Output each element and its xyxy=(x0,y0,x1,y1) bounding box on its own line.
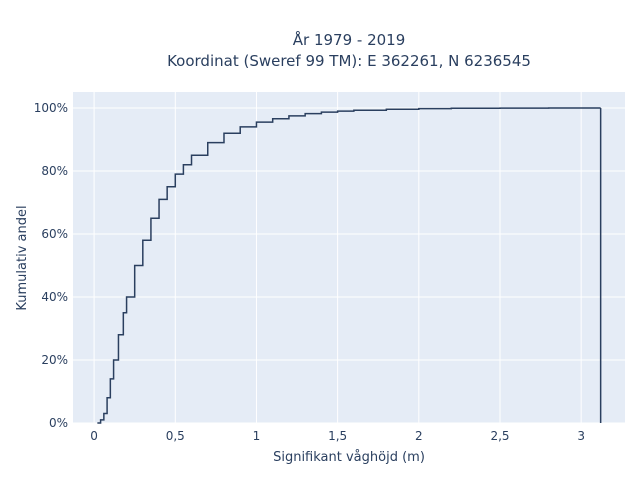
y-axis-title: Kumulativ andel xyxy=(15,205,30,310)
y-tick-label: 40% xyxy=(41,290,68,304)
x-tick-label: 0 xyxy=(90,429,98,443)
chart-title-line1: År 1979 - 2019 xyxy=(293,30,406,49)
y-tick-label: 80% xyxy=(41,164,68,178)
x-tick-label: 3 xyxy=(577,429,585,443)
series xyxy=(97,107,602,424)
chart-title-line2: Koordinat (Sweref 99 TM): E 362261, N 62… xyxy=(167,52,531,70)
x-tick-label: 1 xyxy=(253,429,261,443)
x-tick-label: 0,5 xyxy=(166,429,185,443)
y-tick-label: 60% xyxy=(41,227,68,241)
plot-area xyxy=(73,92,625,423)
tick-labels: 0 0,5 1 1,5 2 2,5 3 0% 20% 40% 60% 80% 100% xyxy=(34,101,585,443)
y-tick-label: 20% xyxy=(41,353,68,367)
x-axis-title: Signifikant våghöjd (m) xyxy=(273,450,425,465)
x-tick-label: 1,5 xyxy=(328,429,347,443)
x-tick-label: 2,5 xyxy=(490,429,509,443)
x-tick-label: 2 xyxy=(415,429,423,443)
y-tick-label: 0% xyxy=(49,416,68,430)
y-tick-label: 100% xyxy=(34,101,68,115)
series-line xyxy=(97,107,602,424)
